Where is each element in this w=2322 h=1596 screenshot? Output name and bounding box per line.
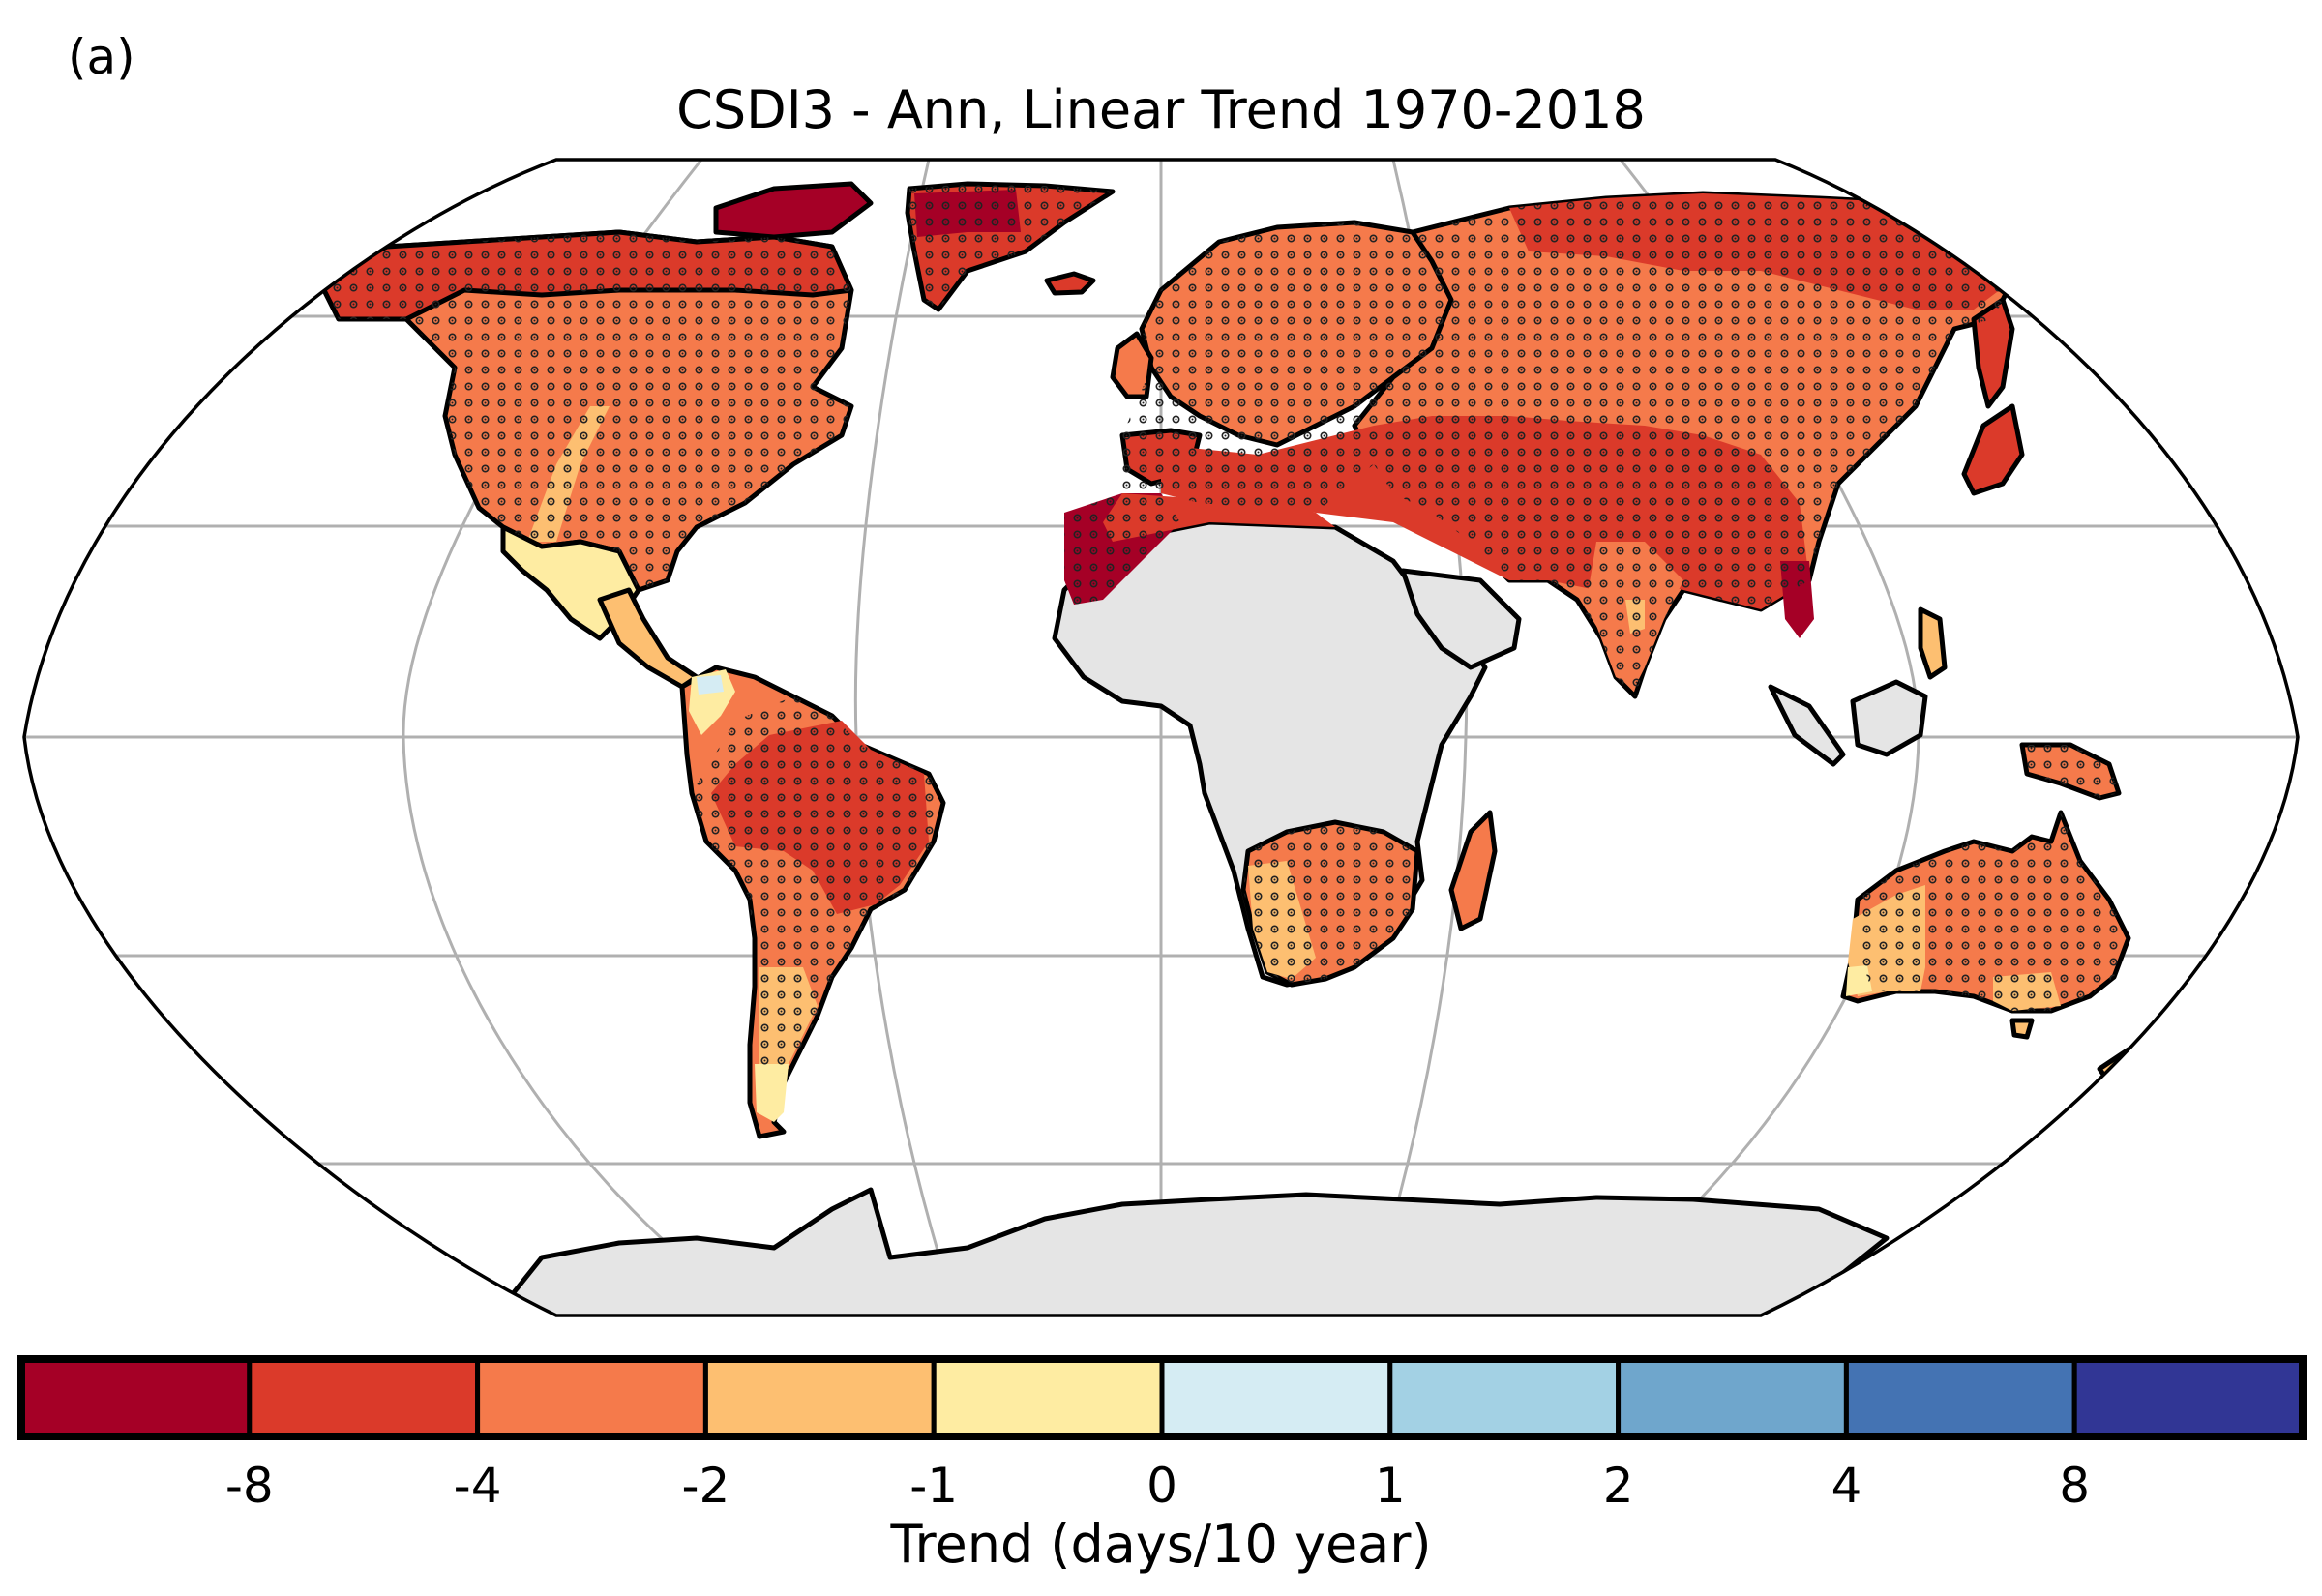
stipple-nw-africa — [1064, 493, 1180, 605]
colorbar-tick-label: 1 — [1375, 1458, 1406, 1514]
map-title: CSDI3 - Ann, Linear Trend 1970-2018 — [676, 79, 1646, 140]
continent-antarctica — [481, 1187, 1890, 1315]
colorbar: -8 -4 -2 -1 0 1 2 4 8 — [17, 1355, 2307, 1514]
stipple-greenland — [908, 184, 1113, 310]
colorbar-frame — [17, 1355, 2307, 1440]
colorbar-bin — [2071, 1356, 2306, 1439]
stipple-north-america — [319, 232, 851, 590]
colorbar-bin — [931, 1356, 1165, 1439]
colorbar-tick-label: 8 — [2059, 1458, 2090, 1514]
colorbar-tick-label: -2 — [681, 1458, 729, 1514]
panel-label: (a) — [68, 29, 135, 85]
colorbar-bin — [475, 1356, 708, 1439]
colorbar-tick-label: -1 — [909, 1458, 958, 1514]
colorbar-bin — [247, 1356, 481, 1439]
colorbar-bin — [18, 1356, 253, 1439]
colorbar-tick-label: 2 — [1603, 1458, 1634, 1514]
colorbar-bin — [1159, 1356, 1393, 1439]
region-venezuela-missing — [697, 675, 724, 695]
colorbar-label: Trend (days/10 year) — [890, 1514, 1432, 1575]
island-philippines — [1918, 606, 1948, 680]
continent-arabia — [1400, 568, 1522, 670]
region-arctic-archipelago — [713, 181, 874, 240]
island-iceland — [1044, 271, 1096, 296]
colorbar-tick-label: 0 — [1146, 1458, 1177, 1514]
island-madagascar — [1448, 810, 1498, 931]
colorbar-bin — [1387, 1356, 1622, 1439]
colorbar-bin — [1616, 1356, 1849, 1439]
stipple-southern-africa — [1243, 822, 1417, 985]
colorbar-tick-label: -8 — [225, 1458, 274, 1514]
stippling — [319, 184, 2128, 1074]
region-sw-australia — [1846, 965, 1872, 996]
colorbar-bin — [702, 1356, 937, 1439]
colorbar-tick-label: 4 — [1831, 1458, 1861, 1514]
island-sumatra — [1768, 684, 1846, 767]
stipple-new-guinea — [2022, 745, 2119, 798]
stipple-australia — [1858, 813, 2128, 1011]
globe-outline — [22, 158, 2300, 1317]
colorbar-tick-label: -4 — [454, 1458, 502, 1514]
region-patagonia — [755, 1064, 789, 1122]
island-tasmania — [2009, 1018, 2035, 1040]
island-japan — [1961, 403, 2025, 496]
island-borneo — [1850, 679, 1928, 757]
stipple-eurasia — [1122, 193, 2012, 696]
colorbar-bin — [1843, 1356, 2077, 1439]
stipple-south-america — [692, 696, 943, 1074]
